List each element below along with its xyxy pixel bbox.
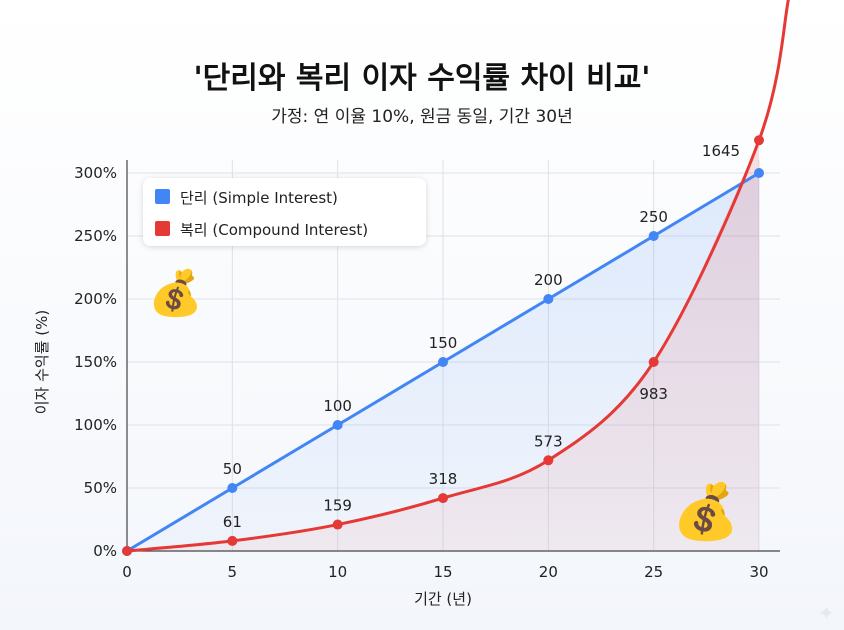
x-tick-label: 5: [228, 563, 238, 581]
series-lines: 50 100 150 200 250 61 159 318 573 983 1645: [122, 0, 790, 556]
legend-swatch-compound: [155, 221, 170, 236]
legend-label-compound: 복리 (Compound Interest): [180, 221, 368, 239]
y-axis-label: 이자 수익률 (%): [33, 310, 51, 415]
compound-point: [438, 493, 448, 504]
simple-point: [648, 231, 659, 241]
compound-data-label: 159: [323, 497, 352, 515]
x-tick-label: 10: [328, 563, 347, 581]
compound-data-label: 1645: [702, 142, 740, 160]
money-bag-icon: 💰: [672, 480, 739, 544]
x-axis-label: 기간 (년): [414, 590, 472, 608]
ticks: 0 5 10 15 20 25 300%50%100%150%200%250%300%: [74, 164, 768, 581]
x-tick-label: 0: [122, 563, 132, 581]
simple-data-label: 100: [323, 397, 352, 415]
y-tick-label: 0%: [93, 542, 117, 560]
simple-data-label: 150: [429, 334, 458, 352]
chart-title: '단리와 복리 이자 수익률 차이 비교': [194, 61, 651, 96]
compound-line: [126, 0, 790, 553]
money-bag-icon: 💰: [148, 268, 203, 319]
y-tick-label: 200%: [74, 290, 117, 308]
compound-area: [127, 140, 759, 552]
y-tick-label: 150%: [74, 353, 117, 371]
compound-point: [648, 357, 659, 367]
simple-data-label: 250: [639, 208, 668, 226]
y-tick-label: 50%: [84, 479, 117, 497]
compound-point: [332, 519, 343, 530]
legend: 단리 (Simple Interest) 복리 (Compound Intere…: [143, 178, 426, 246]
compound-data-label: 983: [639, 385, 668, 403]
simple-point: [332, 420, 343, 430]
y-tick-label: 300%: [74, 164, 117, 182]
simple-data-label: 50: [223, 460, 242, 478]
legend-swatch-simple: [155, 189, 170, 204]
y-tick-label: 250%: [74, 227, 117, 245]
x-tick-label: 30: [749, 563, 768, 581]
compound-data-label: 573: [534, 432, 563, 450]
x-tick-label: 15: [433, 563, 452, 581]
compound-point: [543, 455, 554, 466]
y-tick-label: 100%: [74, 416, 117, 434]
sparkle-icon: ✦: [818, 601, 835, 625]
compound-data-label: 318: [429, 470, 458, 488]
simple-point: [754, 168, 764, 178]
simple-point: [227, 483, 238, 493]
compound-point: [227, 535, 238, 546]
compound-point: [122, 546, 132, 556]
chart-subtitle: 가정: 연 이율 10%, 원금 동일, 기간 30년: [271, 107, 572, 127]
simple-point: [438, 357, 448, 367]
x-tick-label: 20: [539, 563, 558, 581]
compound-point: [754, 135, 764, 146]
simple-point: [543, 294, 554, 304]
compound-data-label: 61: [223, 513, 242, 531]
legend-label-simple: 단리 (Simple Interest): [180, 189, 338, 207]
simple-data-label: 200: [534, 271, 563, 289]
x-tick-label: 25: [644, 563, 663, 581]
